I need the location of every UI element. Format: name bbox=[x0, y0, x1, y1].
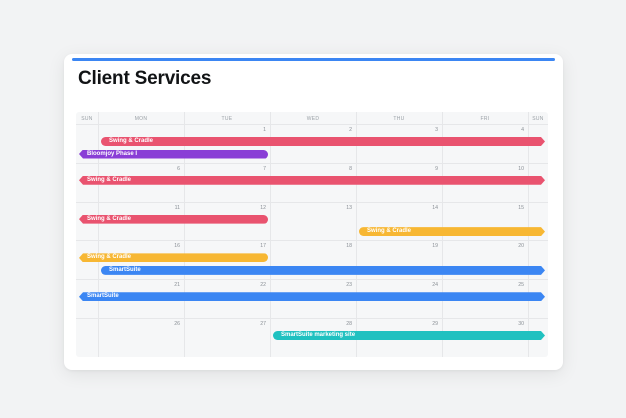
weekday-header: FRI bbox=[480, 116, 490, 122]
event-label: SmartSuite marketing site bbox=[281, 332, 356, 338]
week-divider bbox=[76, 162, 548, 164]
day-number[interactable]: 22 bbox=[260, 282, 266, 289]
event-label: Swing & Cradle bbox=[109, 138, 154, 144]
day-number[interactable]: 21 bbox=[174, 282, 180, 289]
client-services-card: Client Services SUN MON TUE WED THU FRI SUN 1 2 3… bbox=[64, 54, 563, 370]
day-number[interactable]: 14 bbox=[432, 204, 438, 211]
day-number[interactable]: 7 bbox=[263, 165, 266, 172]
week-divider bbox=[76, 318, 548, 319]
event-bar[interactable]: SmartSuite marketing site bbox=[273, 331, 545, 340]
event-label: Bloomjoy Phase I bbox=[87, 150, 138, 157]
week-divider bbox=[76, 279, 548, 281]
day-number[interactable]: 9 bbox=[435, 165, 438, 172]
day-number[interactable]: 4 bbox=[521, 127, 524, 133]
event-label: Swing & Cradle bbox=[87, 215, 132, 222]
event-label: SmartSuite bbox=[109, 266, 141, 273]
event-label: Swing & Cradle bbox=[87, 254, 132, 261]
weekday-header: TUE bbox=[221, 116, 233, 122]
grid-column-line bbox=[98, 112, 99, 357]
day-number[interactable]: 12 bbox=[260, 204, 266, 211]
day-number[interactable]: 28 bbox=[346, 321, 352, 327]
event-label: SmartSuite bbox=[87, 293, 119, 300]
day-number[interactable]: 24 bbox=[432, 282, 438, 289]
event-bar[interactable]: Swing & Cradle bbox=[359, 227, 545, 236]
day-number[interactable]: 18 bbox=[346, 243, 352, 250]
grid-column-line bbox=[184, 112, 185, 357]
event-bar[interactable]: Swing & Cradle bbox=[101, 137, 545, 146]
day-number[interactable]: 3 bbox=[435, 127, 438, 133]
day-number[interactable]: 27 bbox=[260, 321, 266, 327]
event-bar[interactable]: SmartSuite bbox=[101, 266, 545, 275]
day-number[interactable]: 20 bbox=[518, 243, 524, 250]
week-divider bbox=[76, 240, 548, 242]
day-number[interactable]: 10 bbox=[518, 165, 524, 172]
event-bar[interactable]: Swing & Cradle bbox=[79, 253, 268, 263]
header-divider bbox=[76, 124, 548, 125]
day-number[interactable]: 2 bbox=[349, 127, 352, 133]
day-number[interactable]: 6 bbox=[177, 165, 180, 172]
day-number[interactable]: 19 bbox=[432, 243, 438, 250]
event-label: Swing & Cradle bbox=[367, 228, 412, 235]
day-number[interactable]: 23 bbox=[346, 282, 352, 289]
weekday-header: WED bbox=[306, 116, 320, 122]
event-bar[interactable]: Bloomjoy Phase I bbox=[79, 149, 268, 159]
event-bar[interactable]: Swing & Cradle bbox=[79, 176, 545, 185]
day-number[interactable]: 15 bbox=[518, 204, 524, 211]
day-number[interactable]: 25 bbox=[518, 282, 524, 289]
weekday-header: MON bbox=[134, 116, 148, 122]
event-bar[interactable]: SmartSuite bbox=[79, 292, 545, 301]
page-title: Client Services bbox=[78, 68, 212, 89]
weekday-header: SUN bbox=[81, 116, 93, 122]
weekday-header: THU bbox=[393, 116, 405, 122]
grid-column-line bbox=[270, 112, 271, 357]
day-number[interactable]: 8 bbox=[349, 165, 352, 172]
day-number[interactable]: 30 bbox=[518, 321, 524, 327]
event-label: Swing & Cradle bbox=[87, 176, 132, 183]
day-number[interactable]: 11 bbox=[174, 204, 180, 211]
grid-column-line bbox=[356, 112, 357, 357]
day-number[interactable]: 17 bbox=[260, 243, 266, 250]
day-number[interactable]: 1 bbox=[263, 127, 266, 133]
calendar-grid: SUN MON TUE WED THU FRI SUN 1 2 3 4 Swing & Cradle B… bbox=[76, 112, 548, 357]
day-number[interactable]: 13 bbox=[346, 204, 352, 211]
day-number[interactable]: 29 bbox=[432, 321, 438, 327]
day-number[interactable]: 16 bbox=[174, 243, 180, 250]
accent-bar bbox=[72, 58, 555, 61]
event-bar[interactable]: Swing & Cradle bbox=[79, 214, 268, 224]
week-divider bbox=[76, 201, 548, 203]
day-number[interactable]: 26 bbox=[174, 321, 180, 327]
weekday-header: SUN bbox=[532, 116, 544, 122]
